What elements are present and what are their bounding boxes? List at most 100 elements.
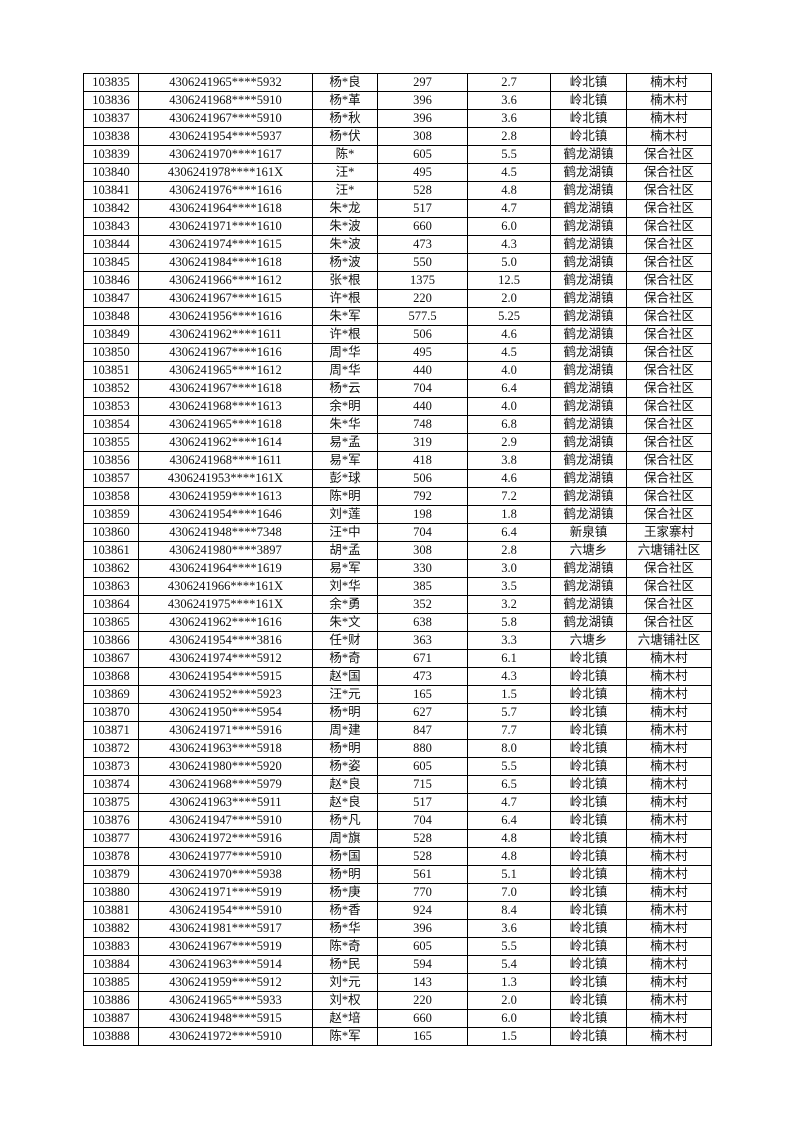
name-cell: 许*根 [312,325,378,344]
record-number-cell: 103882 [83,919,139,938]
quantity-cell: 6.0 [467,217,551,236]
id-number-cell: 4306241978****161X [138,163,313,182]
amount-cell: 528 [377,829,468,848]
name-cell: 汪* [312,163,378,182]
id-number-cell: 4306241974****1615 [138,235,313,254]
village-cell: 保合社区 [626,397,712,416]
id-number-cell: 4306241954****1646 [138,505,313,524]
town-cell: 岭北镇 [550,847,627,866]
name-cell: 余*勇 [312,595,378,614]
table-row: 103836 4306241968****5910 杨*革 396 3.6 岭北镇 楠木村 [83,91,712,110]
record-number-cell: 103844 [83,235,139,254]
id-number-cell: 4306241972****5910 [138,1027,313,1046]
record-number-cell: 103885 [83,973,139,992]
name-cell: 杨*奇 [312,649,378,668]
amount-cell: 165 [377,685,468,704]
name-cell: 杨*明 [312,703,378,722]
town-cell: 六塘乡 [550,631,627,650]
amount-cell: 704 [377,379,468,398]
id-number-cell: 4306241959****1613 [138,487,313,506]
name-cell: 朱*文 [312,613,378,632]
town-cell: 岭北镇 [550,811,627,830]
id-number-cell: 4306241965****5932 [138,73,313,92]
town-cell: 鹤龙湖镇 [550,217,627,236]
table-row: 103875 4306241963****5911 赵*良 517 4.7 岭北镇 楠木村 [83,793,712,812]
name-cell: 汪*中 [312,523,378,542]
table-row: 103847 4306241967****1615 许*根 220 2.0 鹤龙湖镇 保合社… [83,289,712,308]
record-number-cell: 103840 [83,163,139,182]
town-cell: 鹤龙湖镇 [550,253,627,272]
table-row: 103862 4306241964****1619 易*军 330 3.0 鹤龙湖镇 保合社… [83,559,712,578]
quantity-cell: 4.3 [467,667,551,686]
amount-cell: 880 [377,739,468,758]
town-cell: 鹤龙湖镇 [550,199,627,218]
quantity-cell: 6.4 [467,811,551,830]
name-cell: 杨*伏 [312,127,378,146]
id-number-cell: 4306241970****5938 [138,865,313,884]
record-number-cell: 103845 [83,253,139,272]
name-cell: 刘*莲 [312,505,378,524]
town-cell: 岭北镇 [550,865,627,884]
name-cell: 陈* [312,145,378,164]
quantity-cell: 2.0 [467,991,551,1010]
name-cell: 杨*华 [312,919,378,938]
name-cell: 周*华 [312,361,378,380]
record-number-cell: 103864 [83,595,139,614]
village-cell: 保合社区 [626,577,712,596]
name-cell: 陈*明 [312,487,378,506]
amount-cell: 528 [377,847,468,866]
table-row: 103863 4306241966****161X 刘*华 385 3.5 鹤龙湖镇 保合社… [83,577,712,596]
amount-cell: 418 [377,451,468,470]
village-cell: 楠木村 [626,649,712,668]
amount-cell: 594 [377,955,468,974]
id-number-cell: 4306241966****1612 [138,271,313,290]
village-cell: 保合社区 [626,253,712,272]
village-cell: 保合社区 [626,289,712,308]
quantity-cell: 7.7 [467,721,551,740]
amount-cell: 715 [377,775,468,794]
quantity-cell: 4.6 [467,325,551,344]
amount-cell: 308 [377,127,468,146]
name-cell: 朱*波 [312,235,378,254]
village-cell: 保合社区 [626,559,712,578]
village-cell: 楠木村 [626,721,712,740]
town-cell: 岭北镇 [550,973,627,992]
name-cell: 余*明 [312,397,378,416]
name-cell: 陈*奇 [312,937,378,956]
record-number-cell: 103849 [83,325,139,344]
amount-cell: 473 [377,235,468,254]
town-cell: 岭北镇 [550,1009,627,1028]
record-number-cell: 103853 [83,397,139,416]
table-row: 103870 4306241950****5954 杨*明 627 5.7 岭北镇 楠木村 [83,703,712,722]
quantity-cell: 6.8 [467,415,551,434]
id-number-cell: 4306241954****5937 [138,127,313,146]
id-number-cell: 4306241962****1611 [138,325,313,344]
village-cell: 楠木村 [626,109,712,128]
village-cell: 保合社区 [626,271,712,290]
town-cell: 岭北镇 [550,1027,627,1046]
quantity-cell: 3.6 [467,109,551,128]
record-number-cell: 103867 [83,649,139,668]
record-number-cell: 103870 [83,703,139,722]
id-number-cell: 4306241984****1618 [138,253,313,272]
amount-cell: 528 [377,181,468,200]
name-cell: 杨*云 [312,379,378,398]
village-cell: 楠木村 [626,793,712,812]
id-number-cell: 4306241963****5911 [138,793,313,812]
village-cell: 保合社区 [626,451,712,470]
town-cell: 岭北镇 [550,955,627,974]
record-number-cell: 103842 [83,199,139,218]
village-cell: 保合社区 [626,145,712,164]
table-row: 103878 4306241977****5910 杨*国 528 4.8 岭北镇 楠木村 [83,847,712,866]
id-number-cell: 4306241980****3897 [138,541,313,560]
table-row: 103879 4306241970****5938 杨*明 561 5.1 岭北镇 楠木村 [83,865,712,884]
id-number-cell: 4306241980****5920 [138,757,313,776]
village-cell: 楠木村 [626,73,712,92]
amount-cell: 440 [377,397,468,416]
village-cell: 楠木村 [626,739,712,758]
name-cell: 朱*龙 [312,199,378,218]
id-number-cell: 4306241952****5923 [138,685,313,704]
village-cell: 楠木村 [626,955,712,974]
name-cell: 周*旗 [312,829,378,848]
quantity-cell: 7.2 [467,487,551,506]
